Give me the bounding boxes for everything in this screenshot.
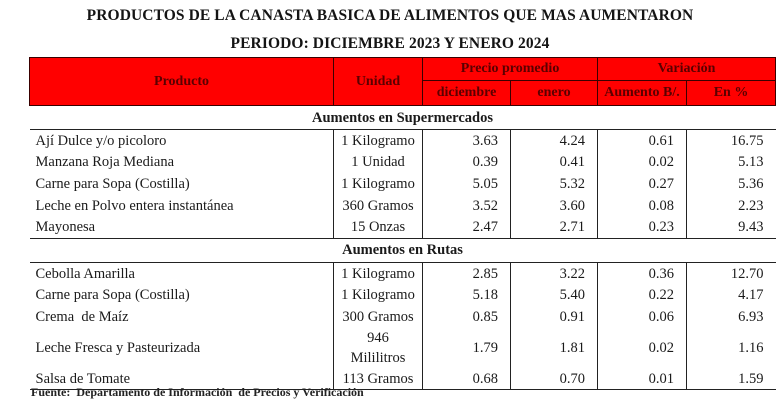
table-row: Leche en Polvo entera instantánea 360 Gr… [30, 194, 776, 217]
section-title: Aumentos en Rutas [29, 238, 776, 263]
cell-unidad: 1 Unidad [333, 151, 423, 174]
cell-enero: 1.81 [510, 327, 599, 368]
cell-unidad: 113 Gramos [333, 367, 423, 391]
cell-enero: 4.24 [510, 129, 599, 152]
cell-pct: 4.17 [738, 287, 764, 304]
cell-diciembre: 1.79 [422, 327, 511, 368]
section-supermercados: Aumentos en Supermercados Ají Dulce y/o … [29, 105, 776, 239]
cell-diciembre: 3.52 [422, 194, 511, 217]
cell-enero: 0.70 [510, 367, 599, 391]
cell-diciembre: 0.68 [422, 367, 511, 391]
cell-producto: Crema de Maíz [35, 308, 129, 325]
cell-aumento: 0.02 [597, 327, 688, 368]
table-row: Ají Dulce y/o picoloro 1 Kilogramo 3.63 … [30, 129, 776, 152]
cell-enero: 0.41 [510, 151, 599, 174]
table-header: Producto Unidad Precio promedio Variació… [29, 57, 777, 106]
cell-producto: Cebolla Amarilla [35, 265, 135, 282]
cell-enero: 5.32 [510, 173, 599, 195]
source-note: Fuente: Departamento de Información de P… [31, 385, 364, 399]
header-unidad: Unidad [333, 57, 423, 106]
cell-diciembre: 2.85 [422, 262, 511, 285]
cell-diciembre: 5.05 [422, 173, 511, 195]
cell-pct: 1.16 [738, 339, 764, 356]
cell-producto: Salsa de Tomate [29, 367, 334, 391]
cell-aumento: 0.08 [597, 194, 688, 217]
cell-pct: 2.23 [738, 197, 764, 214]
document-title: PRODUCTOS DE LA CANASTA BASICA DE ALIMEN… [86, 7, 694, 24]
cell-aumento: 0.22 [597, 284, 688, 307]
cell-unidad: 15 Onzas [333, 216, 423, 239]
section-rutas: Aumentos en Rutas Cebolla Amarilla 1 Kil… [29, 238, 776, 391]
cell-pct: 6.93 [738, 308, 764, 325]
cell-aumento: 0.36 [597, 262, 688, 285]
cell-diciembre: 0.85 [422, 306, 511, 328]
cell-pct: 5.13 [738, 154, 764, 171]
header-aumento: Aumento B/. [597, 80, 688, 106]
cell-producto: Ají Dulce y/o picoloro [35, 132, 167, 149]
table-row: Carne para Sopa (Costilla) 1 Kilogramo 5… [30, 284, 776, 307]
cell-unidad: 1 Kilogramo [333, 284, 423, 307]
table-row: Crema de Maíz 300 Gramos 0.85 0.91 0.06 … [30, 306, 776, 328]
cell-unidad: 946 Mililitros [333, 327, 423, 368]
cell-unidad: 1 Kilogramo [333, 173, 423, 195]
cell-pct: 12.70 [730, 265, 764, 282]
cell-pct: 1.59 [686, 367, 776, 391]
header-variacion: Variación [597, 57, 777, 81]
cell-producto: Manzana Roja Mediana [35, 154, 175, 171]
cell-diciembre: 5.18 [422, 284, 511, 307]
cell-enero: 0.91 [510, 306, 599, 328]
cell-enero: 2.71 [510, 216, 599, 239]
cell-producto: Mayonesa [29, 216, 334, 239]
cell-unidad: 360 Gramos [333, 194, 423, 217]
cell-aumento: 0.23 [597, 216, 688, 239]
header-precio-promedio: Precio promedio [421, 57, 599, 81]
table-row: Leche Fresca y Pasteurizada 946 Mililitr… [30, 327, 776, 368]
cell-diciembre: 3.63 [422, 129, 511, 152]
cell-aumento: 0.06 [597, 306, 688, 328]
cell-diciembre: 2.47 [422, 216, 511, 239]
cell-enero: 5.40 [510, 284, 599, 307]
table-row: Salsa de Tomate 113 Gramos 0.68 0.70 0.0… [29, 367, 776, 391]
cell-pct: 5.36 [738, 175, 764, 192]
cell-unidad: 300 Gramos [333, 306, 423, 328]
cell-unidad: 1 Kilogramo [333, 262, 423, 285]
cell-aumento: 0.01 [597, 367, 688, 391]
cell-pct: 16.75 [730, 132, 764, 149]
header-en-pct: En % [686, 80, 777, 106]
cell-enero: 3.60 [510, 194, 599, 217]
table-row: Carne para Sopa (Costilla) 1 Kilogramo 5… [30, 173, 776, 195]
cell-unidad: 1 Kilogramo [333, 129, 423, 152]
table-row: Cebolla Amarilla 1 Kilogramo 2.85 3.22 0… [30, 262, 776, 285]
period-subtitle: PERIODO: DICIEMBRE 2023 Y ENERO 2024 [230, 35, 550, 52]
table-row: Manzana Roja Mediana 1 Unidad 0.39 0.41 … [30, 151, 776, 174]
header-enero: enero [509, 80, 599, 106]
cell-enero: 3.22 [510, 262, 599, 285]
cell-diciembre: 0.39 [422, 151, 511, 174]
cell-aumento: 0.61 [597, 129, 688, 152]
cell-producto: Carne para Sopa (Costilla) [35, 175, 190, 192]
header-producto: Producto [29, 57, 334, 106]
cell-producto: Leche en Polvo entera instantánea [35, 197, 234, 214]
cell-producto: Carne para Sopa (Costilla) [35, 287, 190, 304]
price-table: Producto Unidad Precio promedio Variació… [29, 57, 777, 391]
table-row: Mayonesa 15 Onzas 2.47 2.71 0.23 9.43 [29, 216, 776, 239]
cell-aumento: 0.02 [597, 151, 688, 174]
cell-aumento: 0.27 [597, 173, 688, 195]
header-diciembre: diciembre [422, 80, 511, 106]
section-title: Aumentos en Supermercados [29, 105, 776, 130]
cell-producto: Leche Fresca y Pasteurizada [35, 339, 201, 356]
cell-pct: 9.43 [686, 216, 776, 239]
